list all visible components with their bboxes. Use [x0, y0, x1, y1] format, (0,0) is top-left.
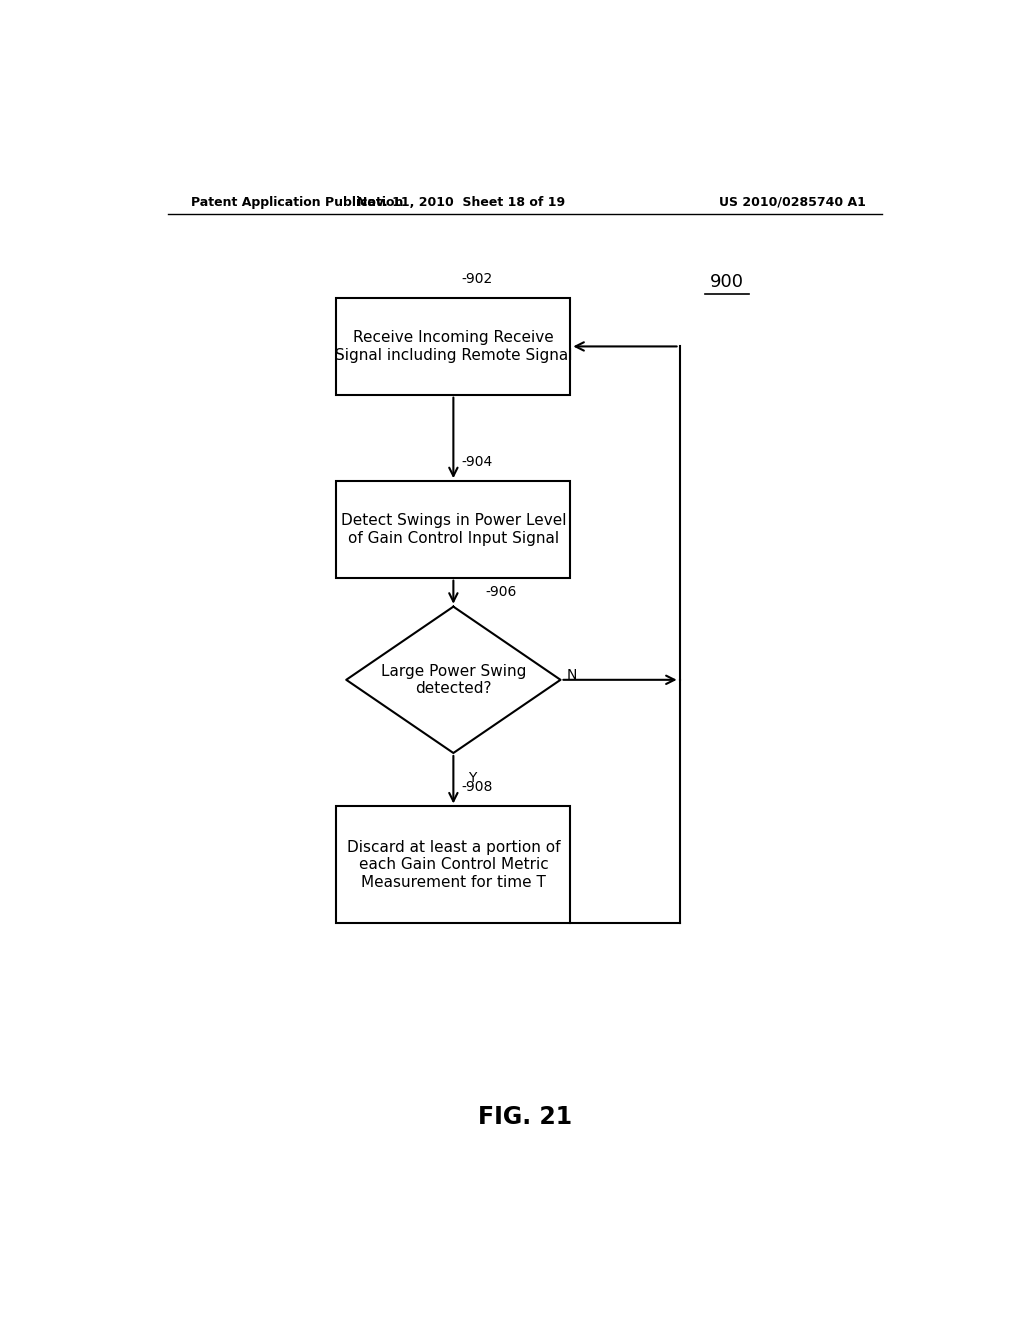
Text: 900: 900: [711, 273, 744, 292]
FancyBboxPatch shape: [336, 298, 570, 395]
Text: Y: Y: [468, 771, 476, 785]
Text: -904: -904: [461, 455, 493, 469]
Text: Large Power Swing
detected?: Large Power Swing detected?: [381, 664, 526, 696]
FancyBboxPatch shape: [336, 480, 570, 578]
Text: -906: -906: [485, 585, 517, 598]
Text: Discard at least a portion of
each Gain Control Metric
Measurement for time T: Discard at least a portion of each Gain …: [347, 840, 560, 890]
Text: Receive Incoming Receive
Signal including Remote Signal: Receive Incoming Receive Signal includin…: [335, 330, 572, 363]
Text: US 2010/0285740 A1: US 2010/0285740 A1: [719, 195, 866, 209]
FancyBboxPatch shape: [336, 807, 570, 923]
Text: Patent Application Publication: Patent Application Publication: [191, 195, 403, 209]
Text: FIG. 21: FIG. 21: [478, 1105, 571, 1129]
Text: -908: -908: [461, 780, 493, 795]
Text: Nov. 11, 2010  Sheet 18 of 19: Nov. 11, 2010 Sheet 18 of 19: [357, 195, 565, 209]
Text: -902: -902: [461, 272, 493, 286]
Text: Detect Swings in Power Level
of Gain Control Input Signal: Detect Swings in Power Level of Gain Con…: [341, 513, 566, 545]
Text: N: N: [567, 668, 578, 681]
